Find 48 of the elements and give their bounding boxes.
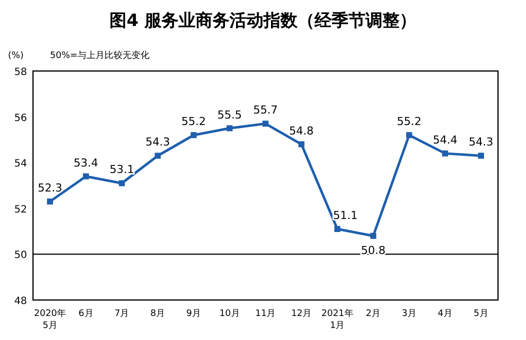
point	[190, 132, 197, 138]
data-label: 55.2	[396, 115, 422, 128]
data-label: 55.7	[253, 104, 278, 117]
x-tick-label: 2月	[366, 309, 381, 319]
x-tick-label: 8月	[150, 309, 166, 319]
point	[262, 120, 268, 127]
x-tick-label: 2020年 5月	[34, 308, 66, 331]
point	[118, 180, 125, 186]
data-label: 55.2	[181, 115, 206, 128]
chart-title: 图4 服务业商务活动指数（经季节调整）	[110, 11, 416, 31]
x-tick-label: 3月	[402, 309, 417, 319]
data-label: 54.3	[146, 136, 170, 149]
point	[370, 232, 376, 239]
text: 50%=与上月比较无变化	[50, 50, 150, 61]
data-label: 53.4	[74, 156, 98, 170]
data-label: 51.1	[333, 209, 358, 222]
point	[154, 152, 161, 159]
point	[334, 226, 340, 232]
y-tick-label: 48	[14, 296, 27, 307]
point	[47, 198, 53, 205]
x-tick-label: 4月	[438, 309, 452, 319]
data-label: 54.4	[432, 133, 458, 146]
x-tick-label: 10月	[219, 309, 240, 319]
x-tick-label: 7月	[114, 309, 130, 319]
x-tick-label: 9月	[186, 309, 202, 319]
y-tick-label: 56	[14, 112, 27, 124]
y-tick-label: 50	[14, 250, 27, 262]
point	[442, 150, 448, 156]
data-label: 54.3	[468, 136, 494, 149]
data-label: 55.5	[217, 108, 242, 122]
point	[226, 125, 233, 132]
x-tick-label: 11月	[255, 309, 276, 319]
data-label: 50.8	[361, 244, 386, 257]
data-label: 54.8	[289, 124, 314, 138]
point	[298, 141, 304, 148]
y-tick-label: 58	[14, 67, 27, 78]
x-tick-label: 5月	[474, 309, 488, 319]
y-tick-label: 52	[14, 204, 27, 216]
x-tick-label: 6月	[78, 309, 94, 319]
x-tick-label: 12月	[291, 309, 312, 319]
data-label: 53.1	[110, 163, 134, 176]
point	[406, 132, 412, 138]
y-axis-title: (%)	[8, 51, 24, 61]
point	[82, 173, 89, 180]
x-tick-label: 2021年 1月	[321, 308, 354, 331]
point	[478, 152, 484, 159]
y-tick-label: 54	[14, 158, 27, 170]
data-label: 52.3	[38, 182, 62, 195]
